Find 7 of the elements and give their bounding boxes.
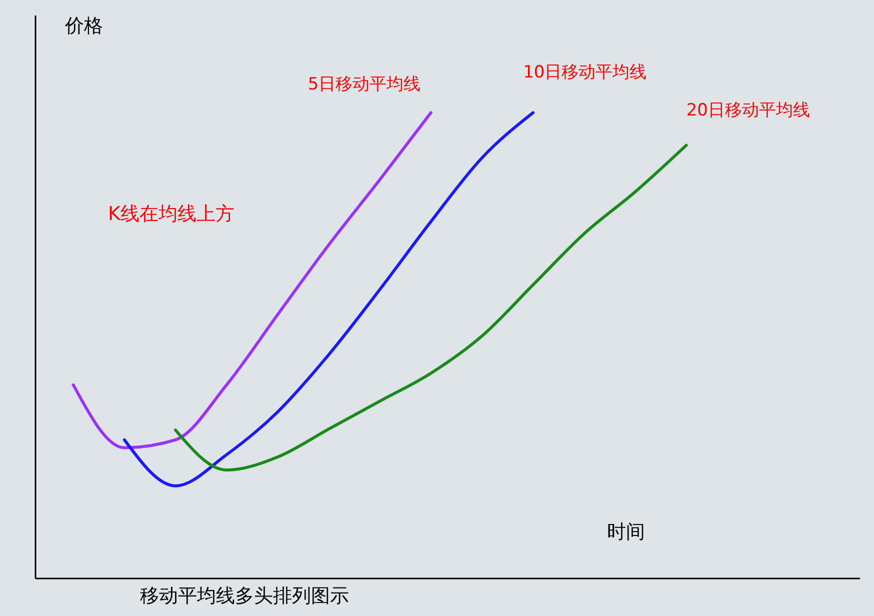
series-label: 5日移动平均线 <box>308 74 421 95</box>
annotation: K线在均线上方 <box>108 203 234 225</box>
y-axis-title: 价格 <box>64 15 103 37</box>
series-label: 10日移动平均线 <box>523 62 647 83</box>
text: 移动平均线多头排列图示 <box>140 585 349 607</box>
series-label: 20日移动平均线 <box>686 100 810 120</box>
x-axis-title: 时间 <box>607 521 645 543</box>
